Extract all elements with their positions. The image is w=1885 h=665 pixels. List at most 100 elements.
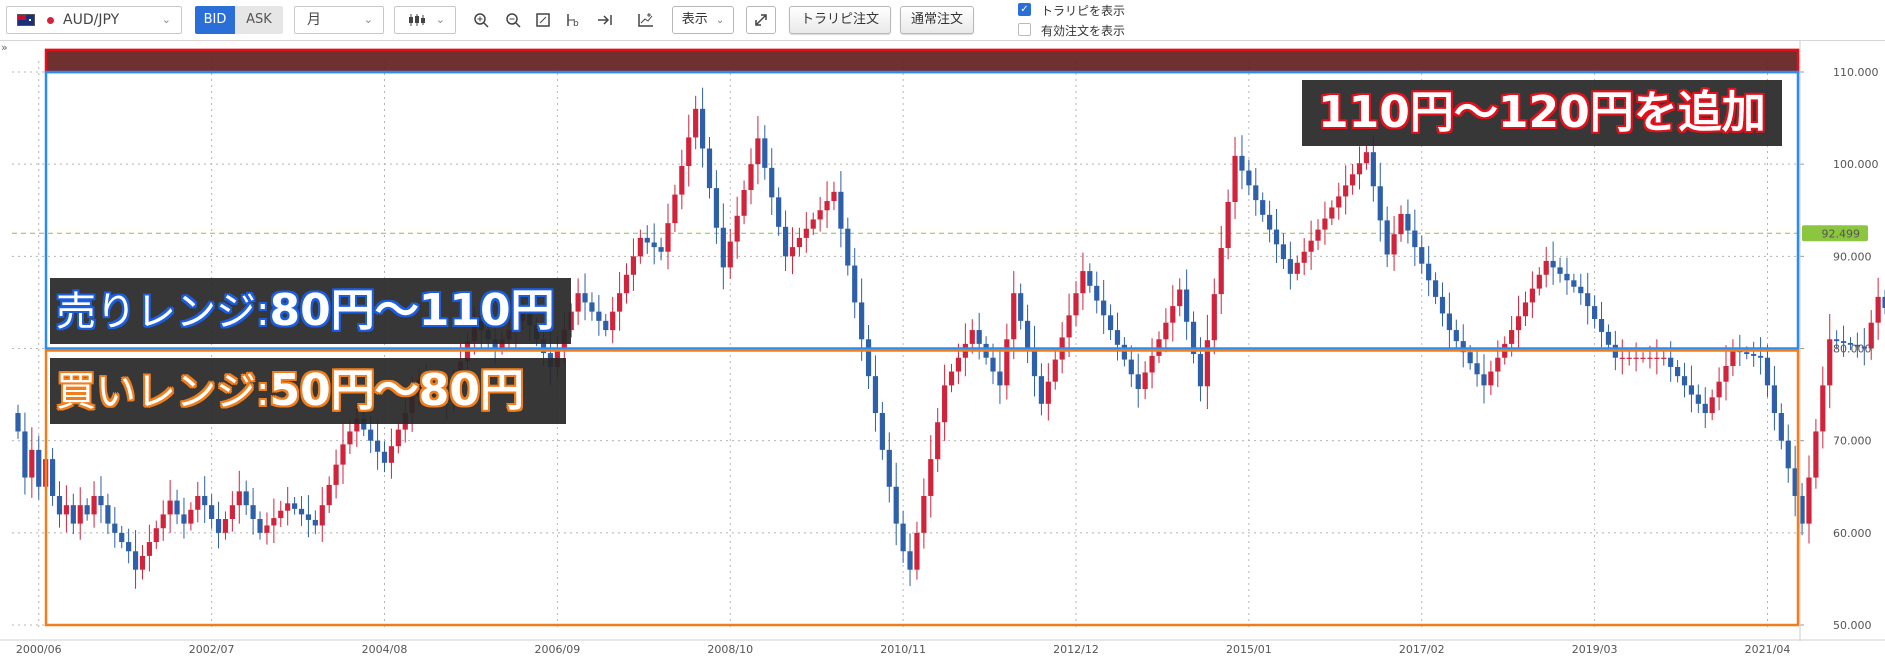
candle: [1280, 233, 1287, 269]
crosshair-cursor-icon[interactable]: b: [560, 8, 586, 32]
candle-body: [686, 137, 692, 167]
candle: [1834, 330, 1840, 350]
candle: [153, 520, 159, 549]
chevron-down-icon: ⌄: [435, 13, 445, 26]
fullscreen-button[interactable]: [746, 6, 776, 34]
candle-body: [1273, 229, 1280, 245]
candle-body: [112, 523, 118, 533]
price-chart[interactable]: » 110.000 100.000 90.000 80.000 70.000 60.000…: [0, 41, 1885, 661]
candle-body: [1446, 313, 1453, 331]
candle: [326, 476, 332, 513]
currency-pair-select[interactable]: AUD/JPY ⌄: [6, 6, 182, 34]
candle-body: [271, 518, 277, 526]
y-tick-label: 110.000: [1833, 66, 1879, 79]
candle-body: [1640, 357, 1646, 359]
show-active-orders-checkbox[interactable]: [1018, 23, 1031, 36]
candle-body: [1716, 381, 1722, 398]
panel-collapse-toggle[interactable]: »: [1, 41, 8, 54]
chart-type-select[interactable]: ⌄: [394, 6, 456, 34]
candle-body: [706, 148, 713, 189]
show-trailipi-checkbox[interactable]: ✓: [1018, 3, 1031, 16]
normal-order-button[interactable]: 通常注文: [900, 6, 974, 34]
candle-body: [1024, 320, 1031, 349]
y-tick-label: 70.000: [1833, 435, 1872, 448]
candle-body: [98, 495, 104, 506]
candle: [1391, 215, 1397, 271]
candle: [1329, 200, 1335, 226]
candle: [1757, 337, 1764, 375]
candle: [1045, 363, 1051, 421]
candle: [1024, 304, 1031, 364]
scroll-to-latest-icon[interactable]: [592, 8, 618, 32]
candle-body: [1536, 274, 1542, 289]
candle-body: [672, 194, 678, 224]
zoom-out-icon[interactable]: [500, 8, 526, 32]
candle: [679, 149, 685, 210]
candle-body: [623, 274, 630, 294]
buy-range-callout: 買いレンジ:50円～80円: [50, 358, 566, 424]
candle-body: [928, 459, 934, 496]
candle: [347, 420, 353, 454]
period-select[interactable]: 月 ⌄: [294, 6, 384, 34]
candle-body: [361, 418, 367, 430]
candle-body: [1391, 234, 1397, 255]
candle: [831, 181, 837, 211]
bid-button[interactable]: BID: [195, 6, 235, 34]
zoom-in-icon[interactable]: [468, 8, 494, 32]
candle: [1778, 403, 1784, 450]
ask-button[interactable]: ASK: [235, 6, 283, 34]
y-tick-label: 100.000: [1833, 158, 1879, 171]
candle-body: [132, 551, 139, 570]
add-indicator-icon[interactable]: [633, 8, 659, 32]
candle: [1294, 255, 1300, 281]
candle-body: [630, 256, 637, 275]
candle-body: [617, 293, 623, 312]
candle: [1038, 363, 1045, 416]
display-menu-button[interactable]: 表示 ⌄: [672, 6, 734, 34]
candle-body: [1336, 196, 1342, 208]
candle-body: [582, 293, 588, 303]
candle: [1730, 339, 1736, 377]
candle-body: [1792, 468, 1798, 496]
candle: [388, 428, 395, 479]
candle-body: [49, 459, 56, 496]
candle-body: [1101, 300, 1107, 316]
candle-body: [1619, 357, 1625, 359]
candle-body: [374, 440, 381, 452]
candle: [1882, 289, 1885, 315]
candle: [1225, 189, 1231, 260]
candle-body: [693, 108, 699, 138]
candle: [1799, 483, 1805, 536]
fit-screen-icon[interactable]: [530, 8, 556, 32]
candle-body: [762, 138, 768, 168]
candle-body: [831, 191, 837, 202]
currency-pair-label: AUD/JPY: [63, 12, 120, 28]
chart-canvas: 110.000 100.000 90.000 80.000 70.000 60.000 50…: [0, 41, 1885, 656]
expand-icon: [755, 14, 767, 26]
trailipi-order-button[interactable]: トラリピ注文: [789, 6, 891, 34]
candle-body: [1778, 413, 1784, 441]
candle: [98, 476, 104, 524]
candle-body: [70, 505, 76, 524]
candle-body: [1239, 155, 1245, 171]
candle: [305, 495, 312, 538]
candle: [1073, 281, 1079, 327]
candle-body: [1329, 207, 1335, 219]
candle-body: [603, 320, 609, 331]
candle-body: [637, 237, 643, 257]
candle-body: [312, 519, 318, 526]
candle-body: [789, 247, 796, 257]
chart-toolbar: AUD/JPY ⌄ BID ASK 月 ⌄ ⌄ b 表示 ⌄: [0, 0, 1885, 41]
candle-body: [658, 247, 664, 252]
candle: [1121, 337, 1127, 367]
candle: [1232, 136, 1238, 219]
candle-body: [1343, 185, 1349, 197]
candle: [893, 462, 899, 546]
candle: [1764, 344, 1771, 397]
candle: [36, 435, 42, 500]
candle: [651, 223, 657, 265]
candle: [1190, 311, 1197, 364]
candle-body: [1419, 247, 1425, 264]
candle: [769, 148, 775, 216]
candle: [139, 545, 146, 580]
